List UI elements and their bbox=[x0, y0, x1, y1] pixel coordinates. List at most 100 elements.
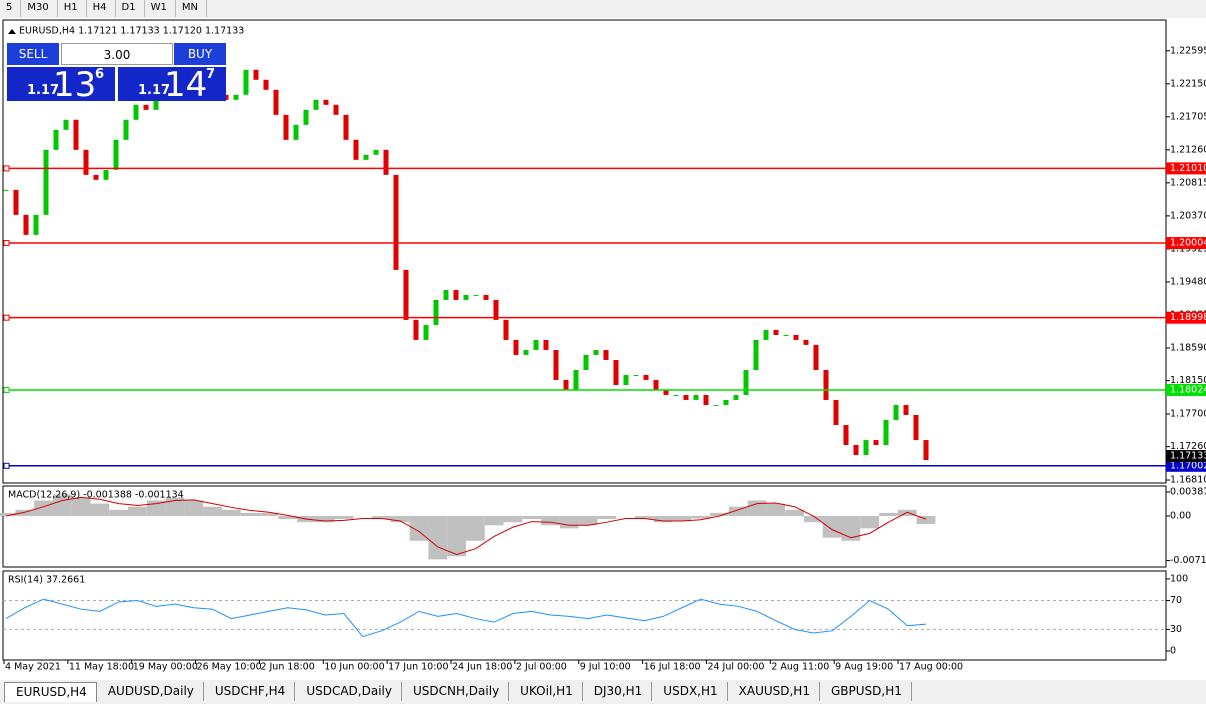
macd-bar bbox=[597, 515, 617, 520]
x-tick-label: 4 May 2021 bbox=[5, 662, 61, 673]
macd-bar bbox=[240, 512, 260, 516]
price-bar bbox=[223, 94, 229, 100]
price-bar bbox=[153, 99, 159, 110]
y-tick-label: 0 bbox=[1170, 645, 1176, 656]
price-bar bbox=[753, 339, 759, 370]
price-bar bbox=[293, 124, 299, 140]
price-bar bbox=[23, 214, 29, 235]
panel-title: RSI(14) 37.2661 bbox=[8, 575, 85, 586]
panel-frame bbox=[2, 570, 1167, 661]
timeframe-button[interactable]: MN bbox=[176, 0, 207, 17]
price-bar bbox=[43, 149, 49, 215]
timeframe-button[interactable]: 5 bbox=[0, 0, 22, 17]
macd-bar bbox=[34, 500, 53, 516]
panel-frame bbox=[2, 19, 1167, 484]
price-bar bbox=[553, 349, 559, 380]
volume-input[interactable]: 3.00 bbox=[61, 43, 173, 65]
price-bar bbox=[683, 395, 689, 400]
price-bar bbox=[793, 334, 799, 340]
y-tick-label: 100 bbox=[1170, 573, 1188, 584]
chart-tab[interactable]: USDCHF,H4 bbox=[204, 682, 296, 701]
macd-bar bbox=[503, 515, 523, 523]
chart-tab[interactable]: EURUSD,H4 bbox=[4, 682, 97, 702]
price-bar bbox=[693, 395, 699, 400]
price-bar bbox=[143, 104, 149, 110]
panel-title: MACD(12,26,9) -0.001388 -0.001134 bbox=[8, 490, 184, 501]
y-tick-label: 1.21260 bbox=[1170, 144, 1206, 155]
chart-tab[interactable]: XAUUSD,H1 bbox=[728, 682, 820, 701]
price-bar bbox=[733, 395, 739, 400]
price-bar bbox=[383, 149, 389, 175]
macd-bar bbox=[747, 500, 767, 516]
bid-main: 13 bbox=[53, 65, 97, 105]
y-tick-label: 1.17260 bbox=[1170, 441, 1206, 452]
x-tick-label: 9 Jul 10:00 bbox=[580, 662, 631, 673]
price-bar bbox=[823, 369, 829, 400]
macd-bar bbox=[428, 515, 448, 560]
price-bar bbox=[633, 374, 639, 376]
y-tick-label: 1.16810 bbox=[1170, 475, 1206, 486]
timeframe-button[interactable]: W1 bbox=[145, 0, 176, 17]
price-bar bbox=[663, 389, 669, 396]
macd-bar bbox=[710, 512, 729, 516]
chart-tab[interactable]: USDX,H1 bbox=[652, 682, 728, 701]
chart-tab[interactable]: DJ30,H1 bbox=[583, 682, 653, 701]
one-click-panel: SELL 3.00 BUY 1.17 13 6 1.17 14 7 bbox=[7, 43, 226, 105]
price-bar bbox=[713, 405, 719, 407]
timeframe-button[interactable]: M30 bbox=[21, 0, 58, 17]
ask-price[interactable]: 1.17 14 7 bbox=[118, 65, 226, 105]
price-bar bbox=[833, 399, 839, 425]
price-bar bbox=[583, 354, 589, 370]
macd-bar bbox=[785, 509, 804, 516]
price-bar bbox=[593, 349, 599, 355]
bid-price[interactable]: 1.17 13 6 bbox=[7, 65, 115, 105]
chart-tab[interactable]: UKOil,H1 bbox=[509, 682, 583, 701]
chart-tab[interactable]: AUDUSD,Daily bbox=[97, 682, 204, 701]
macd-bar bbox=[634, 515, 654, 520]
price-bar bbox=[803, 339, 809, 345]
price-bar bbox=[353, 139, 359, 160]
chart-tab[interactable]: GBPUSD,H1 bbox=[820, 682, 912, 701]
timeframe-button[interactable]: D1 bbox=[116, 0, 145, 17]
price-bar bbox=[303, 109, 309, 125]
level-label: 1.20004 bbox=[1170, 238, 1206, 249]
buy-button[interactable]: BUY bbox=[174, 43, 226, 65]
price-bar bbox=[83, 149, 89, 175]
price-bar bbox=[113, 139, 119, 170]
macd-bar bbox=[916, 515, 936, 525]
price-bar bbox=[413, 319, 419, 340]
timeframe-button[interactable]: H1 bbox=[58, 0, 87, 17]
timeframe-button[interactable]: H4 bbox=[87, 0, 116, 17]
price-bar bbox=[393, 174, 399, 270]
price-bar bbox=[763, 329, 769, 340]
macd-bar bbox=[390, 515, 410, 523]
level-anchor bbox=[3, 386, 10, 393]
price-bar bbox=[123, 119, 129, 140]
bid-big: 1.17 bbox=[27, 83, 60, 98]
price-bar bbox=[513, 339, 519, 355]
price-bar bbox=[13, 189, 19, 215]
chart-tab[interactable]: USDCAD,Daily bbox=[295, 682, 402, 701]
price-bar bbox=[673, 395, 679, 397]
level-tag bbox=[1166, 237, 1206, 250]
macd-bar bbox=[691, 515, 711, 519]
price-bar bbox=[653, 379, 659, 390]
macd-bar bbox=[334, 515, 354, 520]
macd-bar bbox=[221, 509, 241, 516]
ask-pip: 7 bbox=[206, 67, 216, 82]
y-tick-label: 1.18150 bbox=[1170, 375, 1206, 386]
chart-tab[interactable]: USDCNH,Daily bbox=[402, 682, 510, 701]
level-anchor bbox=[3, 165, 10, 172]
y-tick-label: 1.20815 bbox=[1170, 177, 1206, 188]
macd-bar bbox=[447, 515, 466, 557]
price-bar bbox=[723, 399, 729, 406]
level-label: 1.18998 bbox=[1170, 312, 1206, 323]
price-bar bbox=[343, 114, 349, 140]
price-bar bbox=[53, 129, 59, 150]
sell-button[interactable]: SELL bbox=[7, 43, 59, 65]
macd-bar bbox=[90, 503, 110, 516]
price-bar bbox=[773, 329, 779, 335]
price-bar bbox=[503, 319, 509, 340]
macd-bar bbox=[203, 506, 222, 516]
